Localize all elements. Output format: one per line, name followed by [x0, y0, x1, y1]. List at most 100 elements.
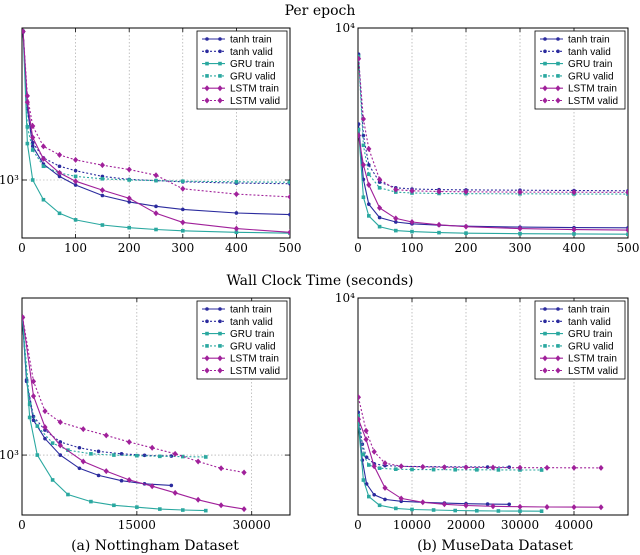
- point-b-wall-clock-gru-valid-5: [410, 467, 414, 472]
- y-tick-label-a-per-epoch-0: 10³: [0, 173, 19, 187]
- legend-marker-a-a-wall-clock-lstm-train: [204, 355, 210, 362]
- point-b-per-epoch-lstm-train-1: [360, 161, 366, 168]
- point-b-wall-clock-lstm-train-0: [358, 416, 362, 423]
- x-tick-label-a-wall-clock-0: 0: [18, 518, 26, 532]
- point-b-per-epoch-lstm-train-8: [517, 225, 523, 232]
- x-tick-label-a-per-epoch-4: 400: [225, 241, 248, 255]
- point-b-per-epoch-lstm-train-5: [409, 218, 415, 225]
- point-a-wall-clock-tanh-valid-7: [119, 452, 124, 456]
- legend-marker-a-b-wall-clock-tanh-valid: [543, 319, 547, 324]
- legend-marker-b-b-per-epoch-lstm-valid: [555, 97, 561, 104]
- point-a-wall-clock-gru-train-4: [66, 492, 70, 497]
- point-a-wall-clock-lstm-train-10: [218, 502, 224, 509]
- legend-marker-b-a-per-epoch-gru-valid: [218, 74, 222, 78]
- point-a-wall-clock-gru-valid-5: [89, 452, 93, 456]
- row-title-per-epoch: Per epoch: [285, 3, 356, 19]
- point-b-wall-clock-lstm-train-3: [382, 484, 388, 491]
- legend-marker-b-b-wall-clock-lstm-train: [555, 355, 561, 362]
- point-a-wall-clock-gru-valid-1: [27, 402, 32, 407]
- x-tick-label-a-per-epoch-2: 200: [118, 241, 141, 255]
- point-b-wall-clock-gru-valid-2: [367, 463, 371, 467]
- point-a-per-epoch-lstm-valid-3: [40, 143, 47, 150]
- legend-label-b-per-epoch-tanh-train: tanh train: [568, 35, 610, 46]
- point-a-per-epoch-lstm-train-4: [56, 169, 63, 176]
- point-b-per-epoch-lstm-valid-6: [436, 188, 442, 195]
- point-b-wall-clock-lstm-valid-1: [363, 427, 369, 434]
- point-a-per-epoch-tanh-valid-2: [30, 140, 35, 145]
- legend-label-b-wall-clock-tanh-train: tanh train: [568, 305, 610, 316]
- legend-marker-a-b-wall-clock-lstm-train: [542, 355, 548, 362]
- series-line-b-wall-clock-tanh-train: [358, 419, 510, 505]
- series-line-a-per-epoch-gru-valid: [22, 31, 290, 183]
- point-b-wall-clock-gru-valid-4: [394, 467, 398, 471]
- point-a-wall-clock-lstm-valid-11: [241, 469, 247, 476]
- point-b-wall-clock-lstm-valid-3: [382, 460, 388, 467]
- legend-marker-a-b-wall-clock-gru-train: [543, 331, 547, 336]
- x-tick-label-b-per-epoch-4: 400: [563, 241, 586, 255]
- legend-marker-b-a-per-epoch-tanh-train: [218, 37, 222, 41]
- point-b-wall-clock-gru-train-0: [358, 421, 361, 425]
- point-a-per-epoch-gru-train-9: [181, 228, 185, 233]
- point-b-per-epoch-gru-train-8: [518, 231, 522, 236]
- point-a-per-epoch-tanh-train-9: [181, 207, 185, 212]
- point-a-wall-clock-tanh-valid-5: [77, 445, 82, 450]
- point-a-wall-clock-gru-train-7: [135, 505, 139, 509]
- point-b-per-epoch-lstm-train-9: [571, 226, 577, 233]
- point-a-per-epoch-gru-train-6: [100, 223, 105, 227]
- point-b-per-epoch-lstm-train-0: [358, 132, 362, 139]
- legend-marker-a-b-per-epoch-tanh-valid: [543, 49, 547, 54]
- legend-label-b-per-epoch-lstm-train: LSTM train: [568, 84, 617, 95]
- legend-marker-a-a-per-epoch-lstm-valid: [204, 97, 210, 104]
- point-b-wall-clock-gru-valid-9: [496, 468, 501, 472]
- point-b-per-epoch-lstm-valid-8: [517, 189, 523, 196]
- point-a-per-epoch-lstm-train-10: [233, 225, 239, 232]
- series-line-b-per-epoch-lstm-valid: [358, 58, 628, 193]
- point-b-wall-clock-lstm-train-1: [363, 436, 369, 443]
- point-b-per-epoch-gru-train-7: [464, 231, 468, 235]
- legend-marker-a-b-wall-clock-tanh-train: [543, 307, 547, 311]
- legend-marker-b-b-per-epoch-gru-train: [556, 61, 560, 66]
- series-line-a-per-epoch-lstm-train: [22, 31, 290, 233]
- point-b-per-epoch-lstm-train-10: [625, 227, 628, 234]
- point-b-per-epoch-lstm-valid-1: [360, 115, 366, 122]
- series-line-b-wall-clock-tanh-valid: [358, 412, 510, 468]
- point-a-per-epoch-gru-train-7: [127, 225, 131, 230]
- point-a-wall-clock-gru-train-9: [181, 508, 185, 512]
- point-b-per-epoch-gru-train-9: [572, 232, 576, 236]
- point-a-wall-clock-gru-valid-2: [35, 424, 40, 428]
- point-a-wall-clock-tanh-train-7: [119, 478, 124, 483]
- legend-marker-a-a-per-epoch-tanh-valid: [205, 49, 209, 54]
- point-a-per-epoch-gru-valid-1: [25, 125, 30, 129]
- legend-label-a-per-epoch-tanh-train: tanh train: [230, 35, 272, 46]
- point-a-per-epoch-tanh-train-2: [30, 144, 35, 149]
- point-b-per-epoch-lstm-train-4: [393, 215, 399, 222]
- x-tick-label-b-per-epoch-1: 100: [401, 241, 424, 255]
- row-title-wall-clock: Wall Clock Time (seconds): [227, 273, 414, 289]
- series-line-a-wall-clock-lstm-train: [22, 317, 245, 510]
- point-a-per-epoch-lstm-valid-2: [30, 123, 36, 130]
- point-a-wall-clock-lstm-valid-8: [172, 450, 178, 457]
- legend-marker-a-a-wall-clock-lstm-valid: [204, 367, 210, 374]
- point-b-wall-clock-lstm-train-4: [398, 495, 404, 502]
- point-b-wall-clock-lstm-valid-0: [358, 394, 362, 401]
- point-b-wall-clock-lstm-valid-7: [463, 464, 469, 471]
- y-tick-label-b-per-epoch-0: 10⁴: [335, 21, 355, 35]
- point-a-wall-clock-lstm-valid-7: [149, 444, 155, 451]
- legend-marker-b-b-per-epoch-tanh-train: [556, 37, 560, 41]
- point-b-per-epoch-gru-valid-2: [367, 172, 371, 177]
- legend-marker-a-b-per-epoch-gru-valid: [543, 74, 547, 78]
- legend-marker-a-a-per-epoch-lstm-train: [204, 85, 210, 92]
- point-b-per-epoch-gru-train-1: [361, 195, 366, 200]
- legend-marker-b-a-wall-clock-gru-train: [218, 331, 222, 336]
- point-a-per-epoch-gru-valid-11: [288, 180, 290, 185]
- x-tick-label-a-per-epoch-3: 300: [171, 241, 194, 255]
- point-a-per-epoch-lstm-train-5: [73, 178, 79, 185]
- point-b-wall-clock-lstm-valid-11: [571, 464, 577, 471]
- point-b-wall-clock-tanh-valid-2: [364, 455, 369, 460]
- point-a-per-epoch-gru-train-4: [57, 211, 62, 216]
- point-b-wall-clock-tanh-train-3: [372, 492, 377, 497]
- point-a-per-epoch-gru-train-2: [30, 178, 35, 182]
